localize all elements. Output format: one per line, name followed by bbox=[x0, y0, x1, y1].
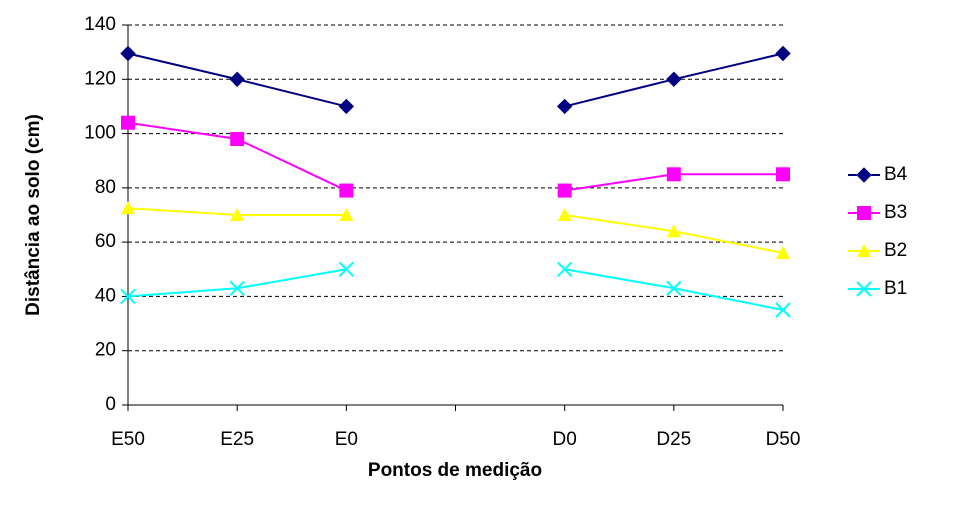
data-point bbox=[339, 208, 354, 221]
series-line bbox=[127, 268, 784, 311]
y-axis-title: Distância ao solo (cm) bbox=[23, 114, 44, 316]
data-point bbox=[775, 45, 791, 62]
x-axis-title: Pontos de medição bbox=[368, 460, 542, 481]
y-tick-label: 60 bbox=[95, 231, 116, 252]
y-tick-label: 80 bbox=[95, 177, 116, 198]
legend-label: B3 bbox=[884, 202, 907, 223]
data-point bbox=[120, 45, 136, 62]
y-tick-label: 100 bbox=[84, 123, 116, 144]
legend-marker bbox=[856, 281, 872, 297]
data-point bbox=[339, 183, 354, 198]
data-point bbox=[666, 167, 681, 182]
legend-label: B4 bbox=[884, 164, 908, 185]
data-point bbox=[556, 98, 573, 115]
data-point bbox=[775, 302, 791, 318]
x-tick-label: E25 bbox=[220, 429, 254, 450]
data-point bbox=[557, 183, 572, 198]
data-point bbox=[666, 71, 682, 87]
legend-label: B1 bbox=[884, 278, 907, 299]
data-point bbox=[230, 132, 245, 146]
legend-marker bbox=[856, 167, 872, 183]
legend-marker bbox=[857, 244, 871, 257]
data-point bbox=[338, 261, 355, 277]
series-line bbox=[127, 207, 784, 254]
data-point bbox=[229, 71, 245, 87]
y-tick-label: 20 bbox=[95, 340, 116, 361]
data-point bbox=[121, 201, 135, 215]
x-tick-label: E0 bbox=[335, 429, 358, 450]
data-point bbox=[666, 280, 682, 296]
x-tick-label: D0 bbox=[553, 429, 577, 450]
data-point bbox=[666, 224, 681, 238]
legend-marker bbox=[857, 206, 871, 220]
data-point bbox=[230, 208, 245, 221]
data-point bbox=[229, 280, 245, 296]
y-tick-label: 0 bbox=[105, 394, 116, 415]
data-point bbox=[338, 98, 355, 115]
data-point bbox=[556, 261, 573, 277]
data-point bbox=[776, 167, 790, 182]
x-tick-label: D25 bbox=[656, 429, 691, 450]
data-point bbox=[120, 288, 136, 305]
data-point bbox=[557, 208, 572, 221]
data-point bbox=[121, 115, 135, 130]
legend-label: B2 bbox=[884, 240, 907, 261]
y-tick-label: 120 bbox=[84, 68, 116, 89]
x-tick-label: E50 bbox=[111, 429, 145, 450]
series-line bbox=[127, 121, 783, 192]
data-point bbox=[776, 246, 790, 259]
series-line bbox=[127, 52, 784, 108]
x-tick-label: D50 bbox=[766, 429, 801, 450]
y-tick-label: 40 bbox=[95, 285, 116, 306]
y-tick-label: 140 bbox=[84, 14, 116, 35]
